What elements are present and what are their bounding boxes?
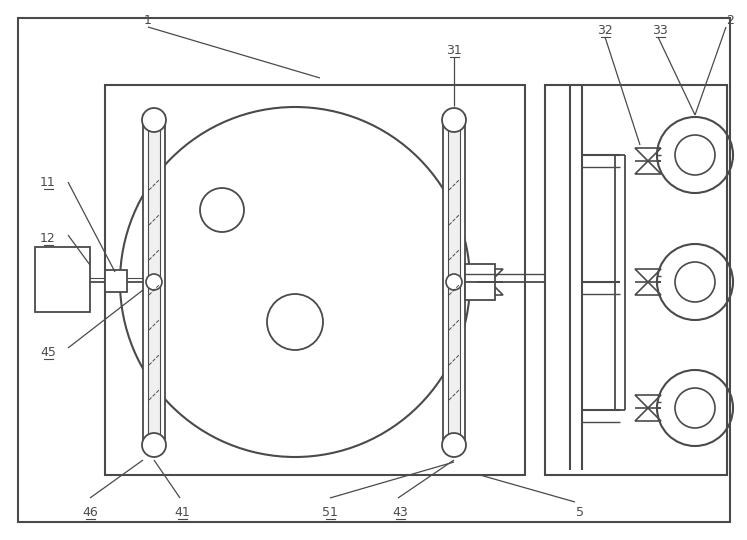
- Circle shape: [142, 108, 166, 132]
- Bar: [448, 120, 460, 440]
- Bar: [105, 85, 525, 475]
- Bar: [105, 270, 127, 292]
- Bar: [35, 247, 90, 312]
- Bar: [148, 120, 160, 440]
- Circle shape: [142, 433, 166, 457]
- Text: 12: 12: [40, 232, 56, 245]
- Text: 1: 1: [144, 14, 152, 26]
- Text: 11: 11: [40, 176, 56, 188]
- Text: 2: 2: [726, 14, 734, 26]
- Text: 43: 43: [392, 505, 408, 518]
- Text: 5: 5: [576, 505, 584, 518]
- Circle shape: [442, 108, 466, 132]
- Bar: [143, 115, 165, 445]
- Text: 32: 32: [597, 24, 613, 37]
- Text: 46: 46: [82, 505, 98, 518]
- Circle shape: [442, 433, 466, 457]
- Circle shape: [446, 274, 462, 290]
- Text: 51: 51: [322, 505, 338, 518]
- Text: 31: 31: [446, 44, 462, 57]
- Text: 33: 33: [652, 24, 668, 37]
- Circle shape: [146, 274, 162, 290]
- Text: 45: 45: [40, 346, 56, 359]
- Bar: [545, 85, 727, 475]
- Text: 41: 41: [174, 505, 190, 518]
- Bar: [465, 264, 495, 300]
- Bar: [443, 115, 465, 445]
